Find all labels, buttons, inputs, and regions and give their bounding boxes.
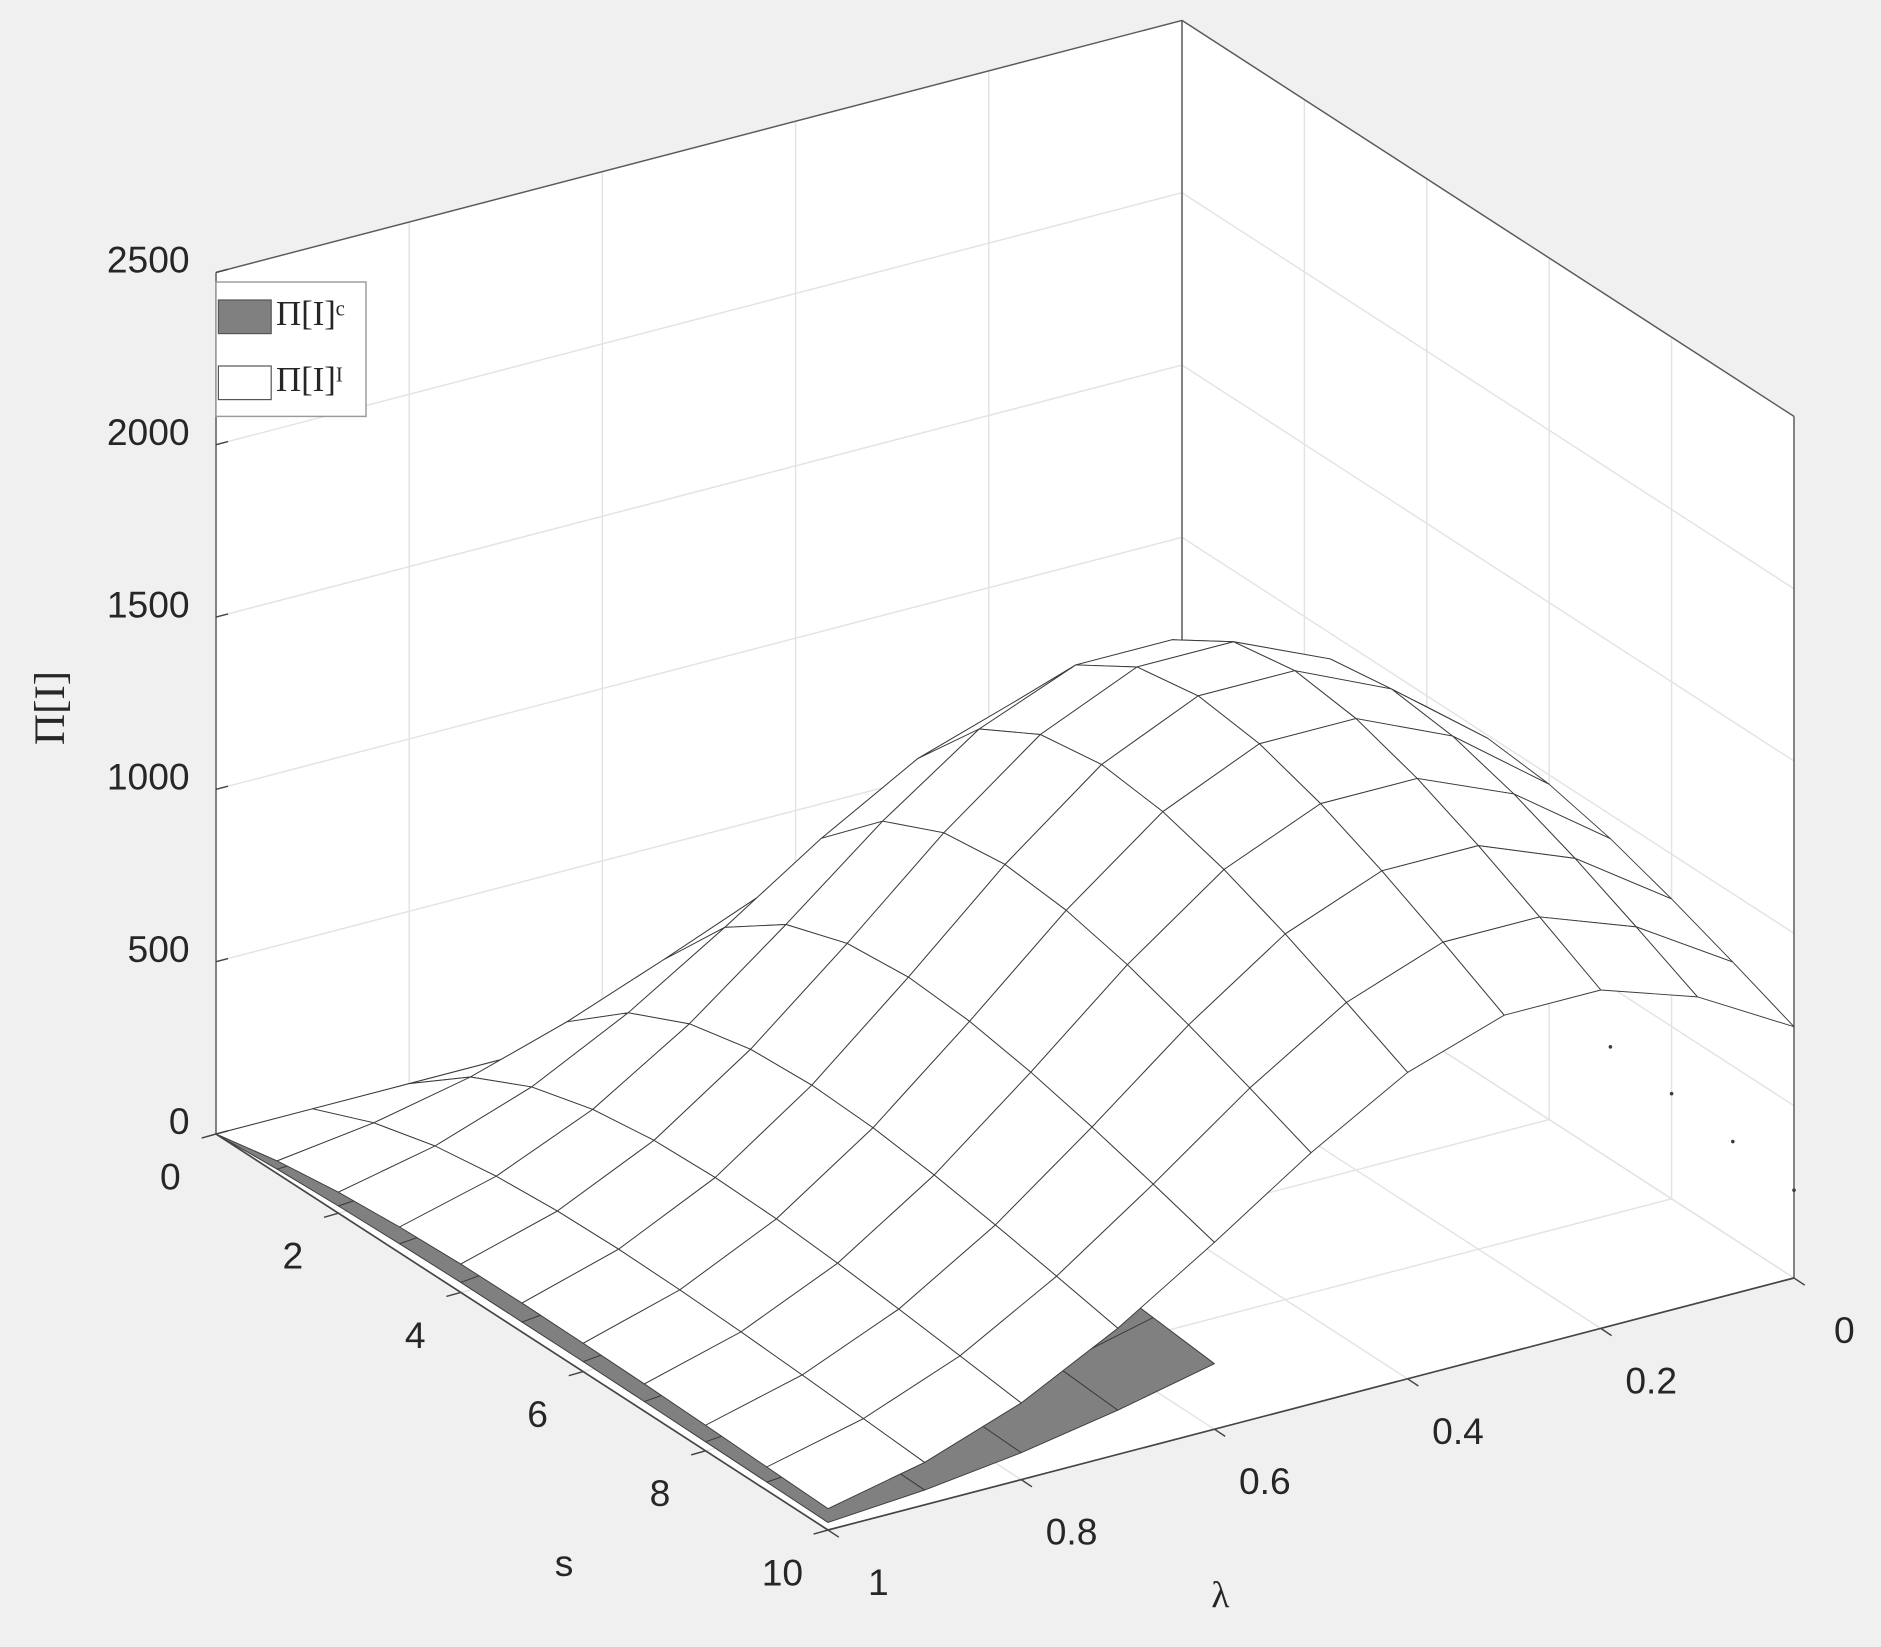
tick-mark xyxy=(215,613,229,618)
tick-mark xyxy=(691,1450,706,1456)
legend-swatch xyxy=(217,299,272,335)
grid-line xyxy=(1181,536,1795,934)
y-tick-label: 1 xyxy=(868,1561,889,1603)
grid-line xyxy=(215,364,1183,618)
z-tick-label: 1000 xyxy=(107,756,190,798)
z-tick-label: 2000 xyxy=(107,411,190,453)
axis-line xyxy=(827,1277,1795,1531)
y-axis-label: λ xyxy=(1211,1575,1229,1616)
labels-layer: 0 500 1000 1500 2000 2500 0 2 4 6 8 10 0 0.2 0.4 0.6 0.8… xyxy=(107,239,1855,1603)
tick-mark xyxy=(1214,1428,1226,1437)
tick-mark xyxy=(323,1212,339,1218)
y-tick-label: 0 xyxy=(1834,1309,1855,1351)
y-tick-label: 0.2 xyxy=(1625,1359,1677,1401)
tick-mark xyxy=(1600,1327,1612,1337)
tick-mark xyxy=(215,957,229,963)
axes-layer xyxy=(201,268,1806,1538)
surface-vertex xyxy=(1608,1045,1613,1049)
z-tick-label: 1500 xyxy=(107,583,190,625)
x-tick-label: 10 xyxy=(762,1551,803,1593)
tick-mark xyxy=(568,1370,584,1377)
surface-vertex xyxy=(1669,1091,1674,1096)
grid-line xyxy=(215,192,1183,446)
surface-vertex xyxy=(1731,1139,1735,1144)
x-tick-label: 0 xyxy=(160,1155,181,1197)
grid-line xyxy=(215,536,1183,791)
box-edge xyxy=(1181,19,1795,418)
y-tick-label: 0.4 xyxy=(1432,1410,1484,1452)
x-tick-label: 4 xyxy=(405,1314,426,1356)
tick-mark xyxy=(446,1291,461,1298)
tick-mark xyxy=(215,785,229,791)
tick-mark xyxy=(215,440,229,446)
tick-mark xyxy=(201,1133,217,1139)
box-edge xyxy=(215,19,1183,274)
z-tick-label: 2500 xyxy=(107,239,190,281)
z-tick-label: 500 xyxy=(128,928,190,970)
tick-mark xyxy=(1020,1479,1033,1488)
legend-layer: Π[I]ᶜ Π[I]ᴵ xyxy=(215,281,367,418)
tick-mark xyxy=(827,1529,840,1538)
grid-line xyxy=(1181,364,1795,762)
x-tick-label: 2 xyxy=(282,1235,303,1277)
tick-mark xyxy=(215,1130,229,1135)
surf-layer xyxy=(215,639,1796,1523)
legend-label: Π[I]ᴵ xyxy=(276,360,343,399)
tick-mark xyxy=(1407,1378,1419,1387)
y-tick-label: 0.8 xyxy=(1046,1511,1098,1553)
plot: s λ Π[I] 0 500 1000 1500 2000 2500 0 2 4 6 8 10 0 0.2… xyxy=(27,19,1855,1616)
axis-line xyxy=(215,1133,829,1531)
tick-mark xyxy=(215,268,229,274)
z-tick-label: 0 xyxy=(169,1100,190,1142)
tick-mark xyxy=(813,1529,829,1535)
surface-i-patch xyxy=(766,1418,926,1510)
legend-swatch xyxy=(217,365,272,401)
x-tick-label: 8 xyxy=(650,1472,671,1514)
surface-vertex xyxy=(1792,1188,1796,1192)
grid-line xyxy=(1181,192,1795,590)
y-tick-label: 0.6 xyxy=(1239,1460,1291,1502)
z-axis-label: Π[I] xyxy=(27,671,74,745)
x-tick-label: 6 xyxy=(527,1393,548,1435)
legend-label: Π[I]ᶜ xyxy=(276,294,345,333)
x-axis-label: s xyxy=(555,1542,574,1584)
tick-mark xyxy=(1793,1277,1806,1286)
